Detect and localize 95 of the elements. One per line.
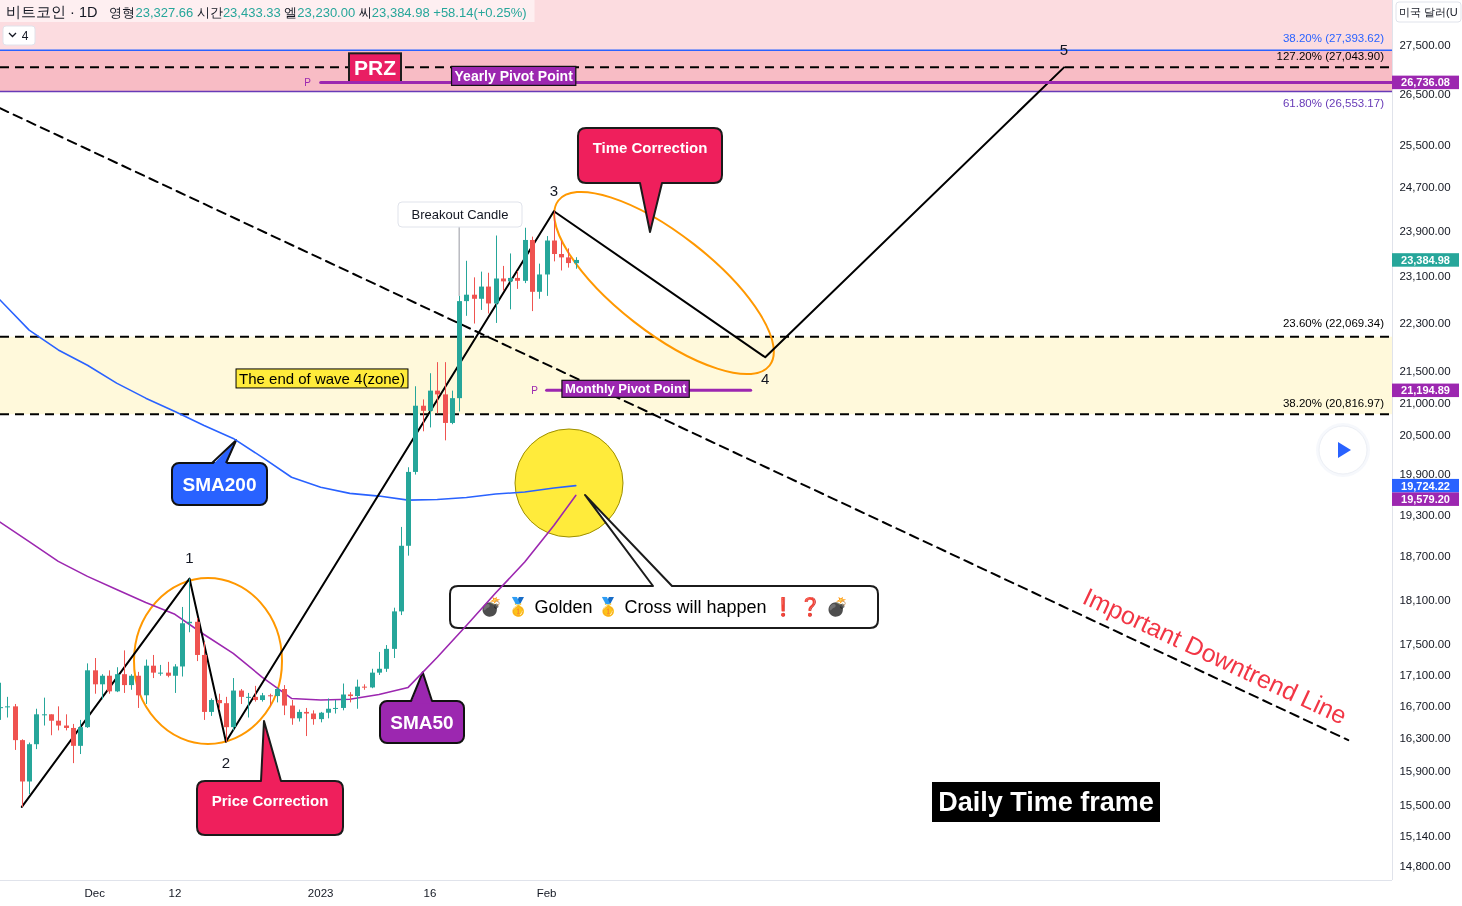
candlestick xyxy=(5,696,10,719)
annotation: Price Correction xyxy=(211,791,329,809)
x-tick-label: 2023 xyxy=(307,887,334,899)
annotation: 3 xyxy=(549,181,559,199)
y-tick-label: 17,500.00 xyxy=(1399,638,1451,651)
y-tick-label: 16,700.00 xyxy=(1399,700,1451,713)
candlestick xyxy=(115,666,120,693)
candlestick xyxy=(384,644,389,673)
candlestick xyxy=(464,260,469,317)
y-tick-label: 19,900.00 xyxy=(1399,467,1451,480)
annotation: Daily Time frame xyxy=(938,787,1154,817)
candlestick xyxy=(158,664,163,677)
ref-line-label: 61.80% (26,553.17) xyxy=(1282,97,1385,110)
y-tick-label: 19,300.00 xyxy=(1399,508,1451,521)
x-tick-label: 16 xyxy=(423,887,437,899)
legend-label: SMA200 xyxy=(182,473,257,495)
candlestick xyxy=(136,671,141,709)
y-tick-label: 26,736.08 xyxy=(1401,76,1450,89)
candlestick xyxy=(246,692,251,719)
y-tick-label: 21,194.89 xyxy=(1401,384,1450,397)
candlestick xyxy=(173,663,178,694)
candlestick xyxy=(224,696,229,743)
candlestick xyxy=(537,263,542,300)
text: 영형23,327.66 시간23,433.33 엘23,230.00 씨23,384.98 +58.14(+0.25%) xyxy=(109,4,527,19)
y-tick-label: 24,700.00 xyxy=(1399,181,1451,194)
y-tick-label: 23,100.00 xyxy=(1399,270,1451,283)
candlestick xyxy=(370,668,375,689)
candlestick xyxy=(355,679,360,710)
annotation: P xyxy=(304,76,312,88)
y-tick-label: 18,100.00 xyxy=(1399,593,1451,606)
y-tick-label: 15,500.00 xyxy=(1399,799,1451,812)
x-tick-label: Dec xyxy=(84,887,106,899)
annotation: 4 xyxy=(761,369,770,387)
candlestick xyxy=(486,272,491,314)
y-tick-label: 19,579.20 xyxy=(1401,493,1450,506)
candlestick xyxy=(290,699,295,726)
candlestick xyxy=(49,713,54,736)
y-tick-label: 23,900.00 xyxy=(1399,225,1451,238)
y-tick-label: 17,100.00 xyxy=(1399,668,1451,681)
candlestick xyxy=(421,398,426,432)
candlestick xyxy=(268,693,273,707)
ref-line-label: 23.60% (22,069.34) xyxy=(1282,316,1385,329)
y-tick-label: 23,384.98 xyxy=(1401,253,1450,266)
candlestick xyxy=(122,649,127,694)
candlestick xyxy=(479,271,484,311)
candlestick xyxy=(552,210,557,262)
y-tick-label: 15,140.00 xyxy=(1399,830,1451,843)
annotation: Breakout Candle xyxy=(411,207,509,222)
band-label: PRZ xyxy=(354,56,397,80)
y-tick-label: 19,724.22 xyxy=(1401,479,1450,492)
annotation: 💣 🥇 Golden 🥇 Cross will happen ❗ ❓ 💣 xyxy=(480,596,848,619)
candlestick xyxy=(326,697,331,719)
annotation: 2 xyxy=(221,754,231,772)
candlestick xyxy=(42,697,47,727)
annotation: P xyxy=(531,384,539,396)
ref-line-label: 127.20% (27,043.90) xyxy=(1276,50,1385,63)
candlestick xyxy=(377,651,382,676)
candlestick xyxy=(151,654,156,679)
y-tick-label: 16,300.00 xyxy=(1399,732,1451,745)
candlestick xyxy=(362,683,367,691)
annotation: Time Correction xyxy=(592,139,708,156)
legend-label: SMA50 xyxy=(390,711,454,733)
annotation: 1 xyxy=(185,549,194,567)
band-label: The end of wave 4(zone) xyxy=(239,369,405,387)
y-tick-label: 22,300.00 xyxy=(1399,316,1451,329)
candlestick xyxy=(93,657,98,695)
candlestick xyxy=(100,673,105,700)
candlestick xyxy=(71,723,76,764)
candlestick xyxy=(472,276,477,325)
y-tick-label: 27,500.00 xyxy=(1399,39,1451,52)
x-tick-label: 12 xyxy=(168,887,182,899)
y-tick-label: 18,700.00 xyxy=(1399,550,1451,563)
y-tick-label: 20,500.00 xyxy=(1399,428,1451,441)
y-tick-label: 21,000.00 xyxy=(1399,396,1451,409)
annotation: 4 xyxy=(21,28,29,43)
candlestick xyxy=(304,707,309,737)
y-axis-title: 미국 달러(U xyxy=(1399,6,1458,18)
y-tick-label: 14,800.00 xyxy=(1399,860,1451,873)
ref-line-label: 38.20% (27,393.62) xyxy=(1282,32,1385,45)
candlestick xyxy=(341,683,346,711)
candlestick xyxy=(78,719,83,755)
y-tick-label: 21,500.00 xyxy=(1399,365,1451,378)
chart-title: 비트코인 · 1D xyxy=(6,3,98,20)
y-tick-label: 15,900.00 xyxy=(1399,765,1451,778)
x-tick-label: Feb xyxy=(536,887,557,899)
ref-line-label: 38.20% (20,816.97) xyxy=(1282,397,1385,410)
candlestick xyxy=(566,247,571,269)
candlestick xyxy=(107,669,112,695)
candlestick xyxy=(333,699,338,715)
candlestick xyxy=(56,705,61,731)
y-tick-label: 26,500.00 xyxy=(1399,88,1451,101)
y-tick-label: 25,500.00 xyxy=(1399,139,1451,152)
series-label: Yearly Pivot Point xyxy=(454,67,574,84)
candlestick xyxy=(282,684,287,716)
candlestick xyxy=(428,372,433,428)
